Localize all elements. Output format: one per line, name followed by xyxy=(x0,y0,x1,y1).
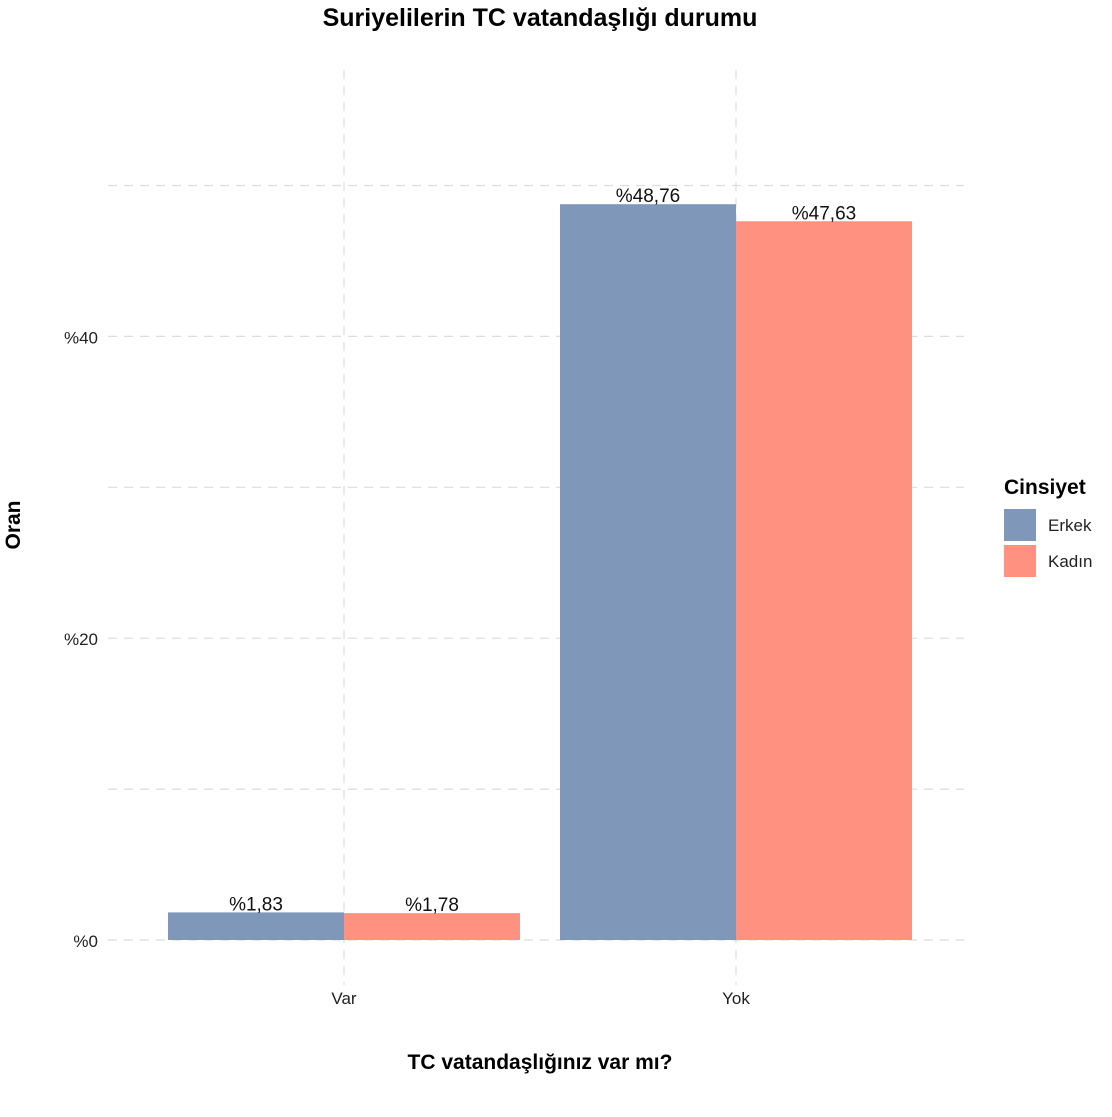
legend-title: Cinsiyet xyxy=(1004,476,1086,499)
legend-label: Kadın xyxy=(1048,552,1092,571)
y-axis-title: Oran xyxy=(2,500,25,549)
bar xyxy=(736,221,912,940)
legend-swatch xyxy=(1004,509,1036,541)
bar xyxy=(168,912,344,940)
y-tick-label: %40 xyxy=(64,328,98,347)
axes-layer: %0 %20 %40 Var Yok xyxy=(64,328,750,1008)
data-label: %47,63 xyxy=(792,203,856,224)
x-tick-label: Var xyxy=(331,989,357,1008)
data-label: %1,83 xyxy=(229,894,283,915)
bar xyxy=(560,204,736,940)
legend-items: Erkek Kadın xyxy=(1004,509,1092,577)
y-tick-label: %20 xyxy=(64,630,98,649)
bar xyxy=(344,913,520,940)
y-tick-label: %0 xyxy=(73,932,98,951)
x-tick-label: Yok xyxy=(722,989,750,1008)
chart-title: Suriyelilerin TC vatandaşlığı durumu xyxy=(323,4,758,32)
data-label: %1,78 xyxy=(405,895,459,916)
legend-label: Erkek xyxy=(1048,516,1092,535)
data-label: %48,76 xyxy=(616,186,680,207)
legend: Cinsiyet Erkek Kadın xyxy=(1004,476,1092,577)
bars-layer xyxy=(168,204,912,940)
data-labels-layer: %1,83 %1,78 %48,76 %47,63 xyxy=(229,186,856,916)
legend-swatch xyxy=(1004,545,1036,577)
x-axis-title: TC vatandaşlığınız var mı? xyxy=(408,1051,673,1074)
